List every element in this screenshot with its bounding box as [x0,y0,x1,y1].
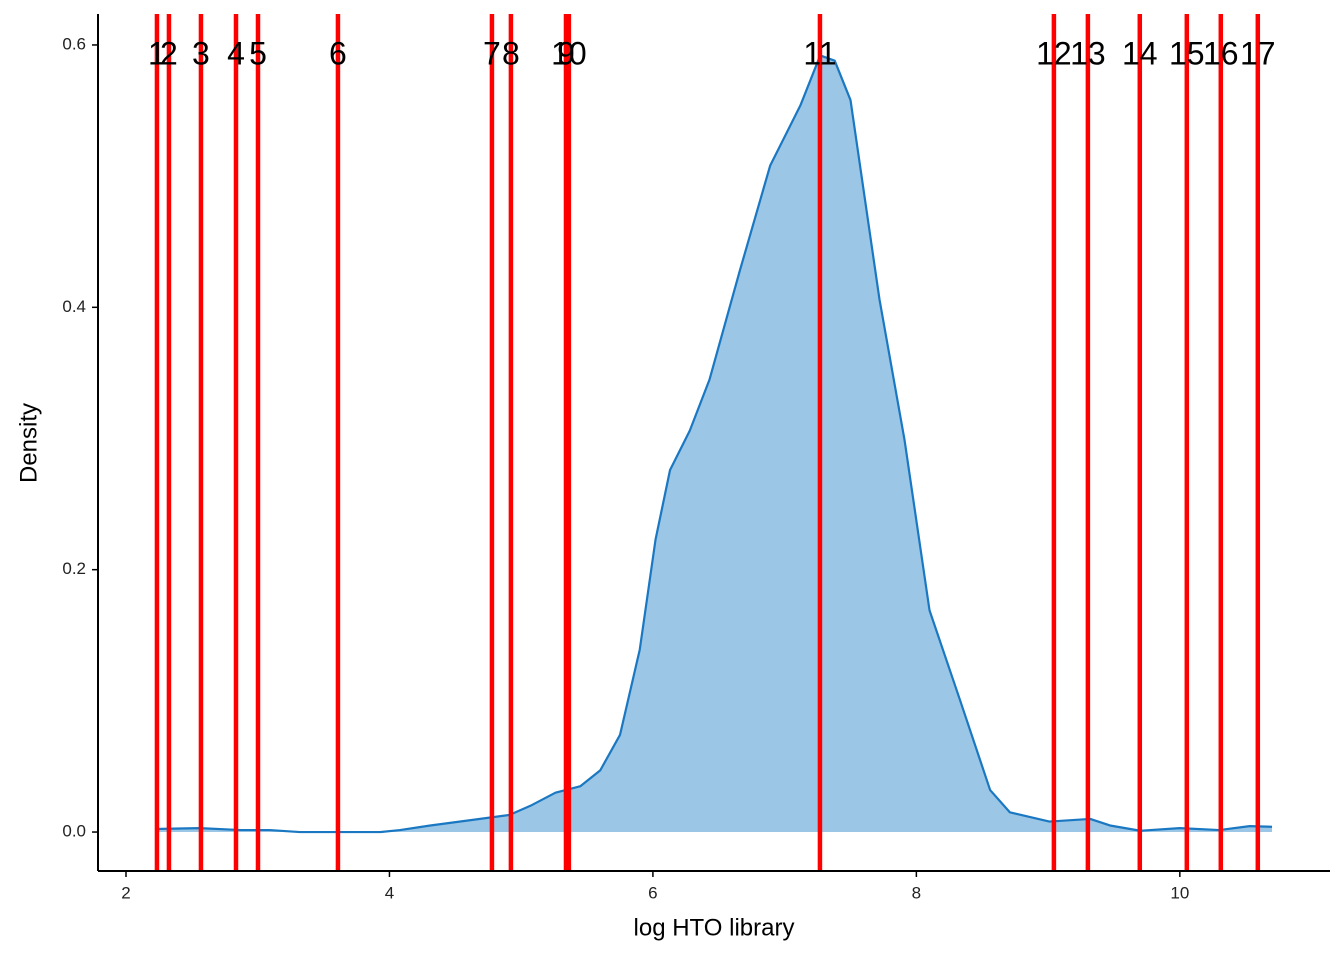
y-tick-label: 0.2 [62,559,86,578]
y-axis-title: Density [15,403,42,483]
threshold-label: 8 [502,35,520,71]
x-tick-label: 8 [912,883,921,902]
density-line [154,54,1273,834]
x-tick-label: 2 [121,883,130,902]
threshold-label: 4 [227,35,245,71]
threshold-label: 9 [557,35,575,71]
x-axis-title: log HTO library [634,914,795,941]
density-area [154,55,1273,833]
threshold-label: 5 [249,35,267,71]
x-tick-label: 4 [385,883,394,902]
x-tick-label: 6 [648,883,657,902]
threshold-label: 10 [551,35,587,71]
threshold-label: 12 [1036,35,1072,71]
threshold-label: 13 [1070,35,1106,71]
threshold-label: 17 [1240,35,1276,71]
threshold-label: 2 [160,35,178,71]
threshold-label: 1 [148,35,166,71]
threshold-label: 3 [192,35,210,71]
threshold-label: 11 [803,35,836,71]
y-tick-label: 0.0 [62,822,86,841]
threshold-label: 7 [483,35,501,71]
x-tick-label: 10 [1170,883,1189,902]
threshold-label: 14 [1122,35,1158,71]
threshold-label: 6 [329,35,347,71]
y-tick-label: 0.6 [62,34,86,53]
threshold-label: 16 [1203,35,1239,71]
y-tick-label: 0.4 [62,297,86,316]
threshold-label: 15 [1169,35,1205,71]
